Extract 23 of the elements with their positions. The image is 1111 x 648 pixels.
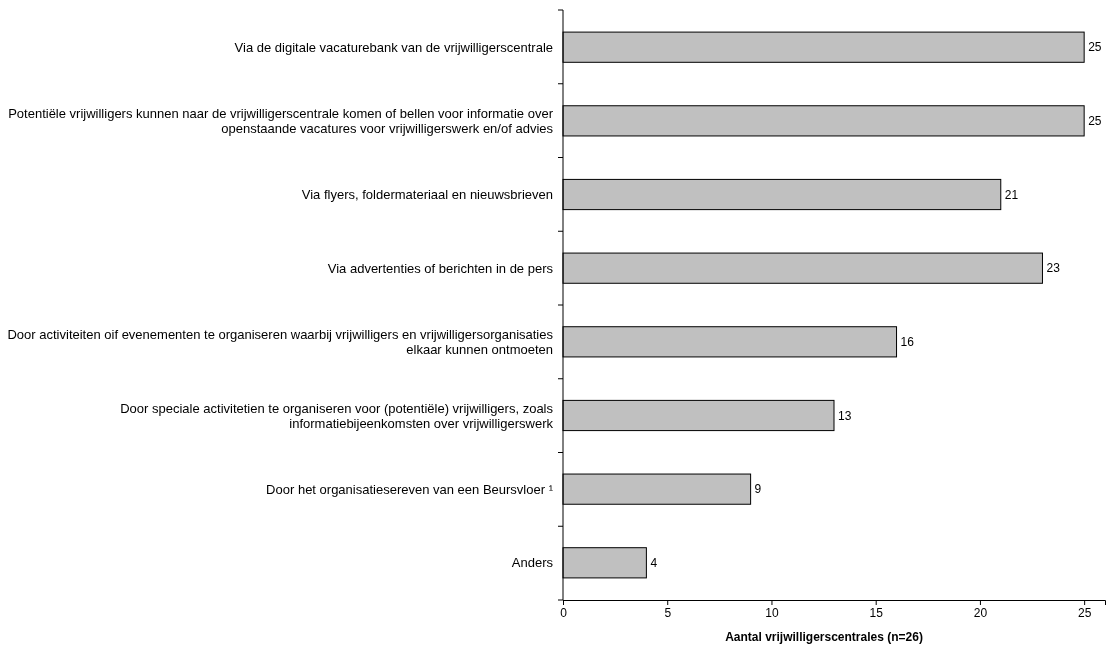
data-label: 4 <box>650 556 658 570</box>
y-tick-label: Door het organisatiesereven van een Beursvloer ¹ <box>266 481 554 497</box>
y-tick-label: Via flyers, foldermateriaal en nieuwsbrieven <box>301 187 553 203</box>
data-label: 13 <box>838 408 852 423</box>
x-tick-label: 15 <box>869 605 884 620</box>
data-label: 25 <box>1088 114 1102 129</box>
data-label: 9 <box>754 482 762 497</box>
x-tick-label: 0 <box>560 605 568 620</box>
x-tick-label: 20 <box>973 605 988 620</box>
y-tick-label: Anders <box>511 555 554 571</box>
data-label: 25 <box>1088 40 1102 55</box>
data-label: 16 <box>900 335 915 350</box>
data-label: 23 <box>1046 261 1061 276</box>
y-tick-label: Potentiële vrijwilligers kunnen naar de vrijwilligerscentrale komen of bellen voor informatie over openstaande vacatures voor vrijwilligerswerk en/of advies <box>8 105 554 136</box>
x-tick-label: 5 <box>664 605 672 620</box>
y-tick-label: Door activiteiten oif evenementen te organiseren waarbij vrijwilligers en vrijwilligersorganisaties elkaar kunnen ontmoeten <box>7 326 554 357</box>
y-tick-label: Via de digitale vacaturebank van de vrijwilligerscentrale <box>234 39 553 55</box>
y-tick-label: Door speciale activitetien te organiseren voor (potentiële) vrijwilligers, zoals informatiebijeenkomsten over vrijwilligerswerk <box>120 400 554 431</box>
x-axis-title: Aantal vrijwilligerscentrales (n=26) <box>725 630 923 644</box>
x-tick-label: 25 <box>1077 605 1092 620</box>
x-tick-label: 10 <box>765 605 779 620</box>
y-tick-label: Via advertenties of berichten in de pers <box>327 260 554 276</box>
data-label: 21 <box>1004 187 1019 202</box>
